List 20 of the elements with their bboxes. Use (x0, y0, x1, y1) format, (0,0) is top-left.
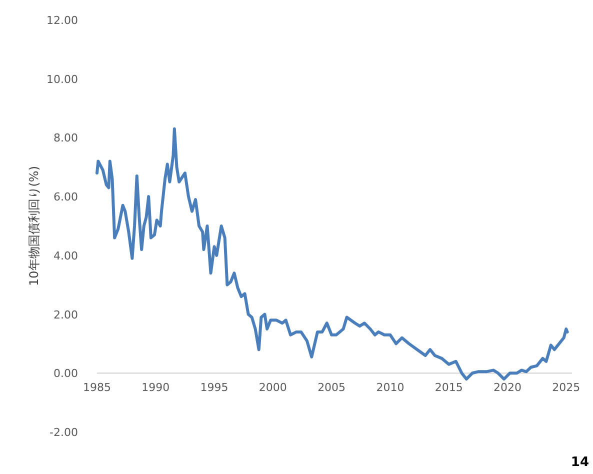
y-tick-label: 2.00 (54, 308, 78, 322)
x-tick-label: 1990 (142, 381, 170, 394)
line-series (96, 127, 569, 381)
x-tick-label: 2010 (376, 381, 404, 394)
y-tick-label: 12.00 (46, 14, 78, 27)
y-tick-label: 10.00 (46, 72, 78, 86)
y-axis-title: 10年物国債利回り(%) (27, 166, 41, 286)
x-tick-label: 2015 (434, 381, 463, 394)
x-tick-label: 2020 (493, 381, 522, 394)
y-tick-label: 6.00 (54, 190, 78, 204)
y-tick-label: 4.00 (54, 249, 78, 262)
y-tick-label: -2.00 (50, 426, 78, 439)
y-tick-label: 0.00 (54, 367, 78, 380)
y-tick-label: 8.00 (54, 132, 78, 145)
x-tick-label: 2005 (318, 381, 346, 394)
text: 14 (570, 455, 589, 470)
x-tick-label: 2000 (258, 381, 287, 394)
x-tick-label: 1995 (200, 381, 228, 394)
x-tick-label: 1985 (83, 381, 111, 394)
x-tick-label: 2025 (552, 381, 580, 394)
